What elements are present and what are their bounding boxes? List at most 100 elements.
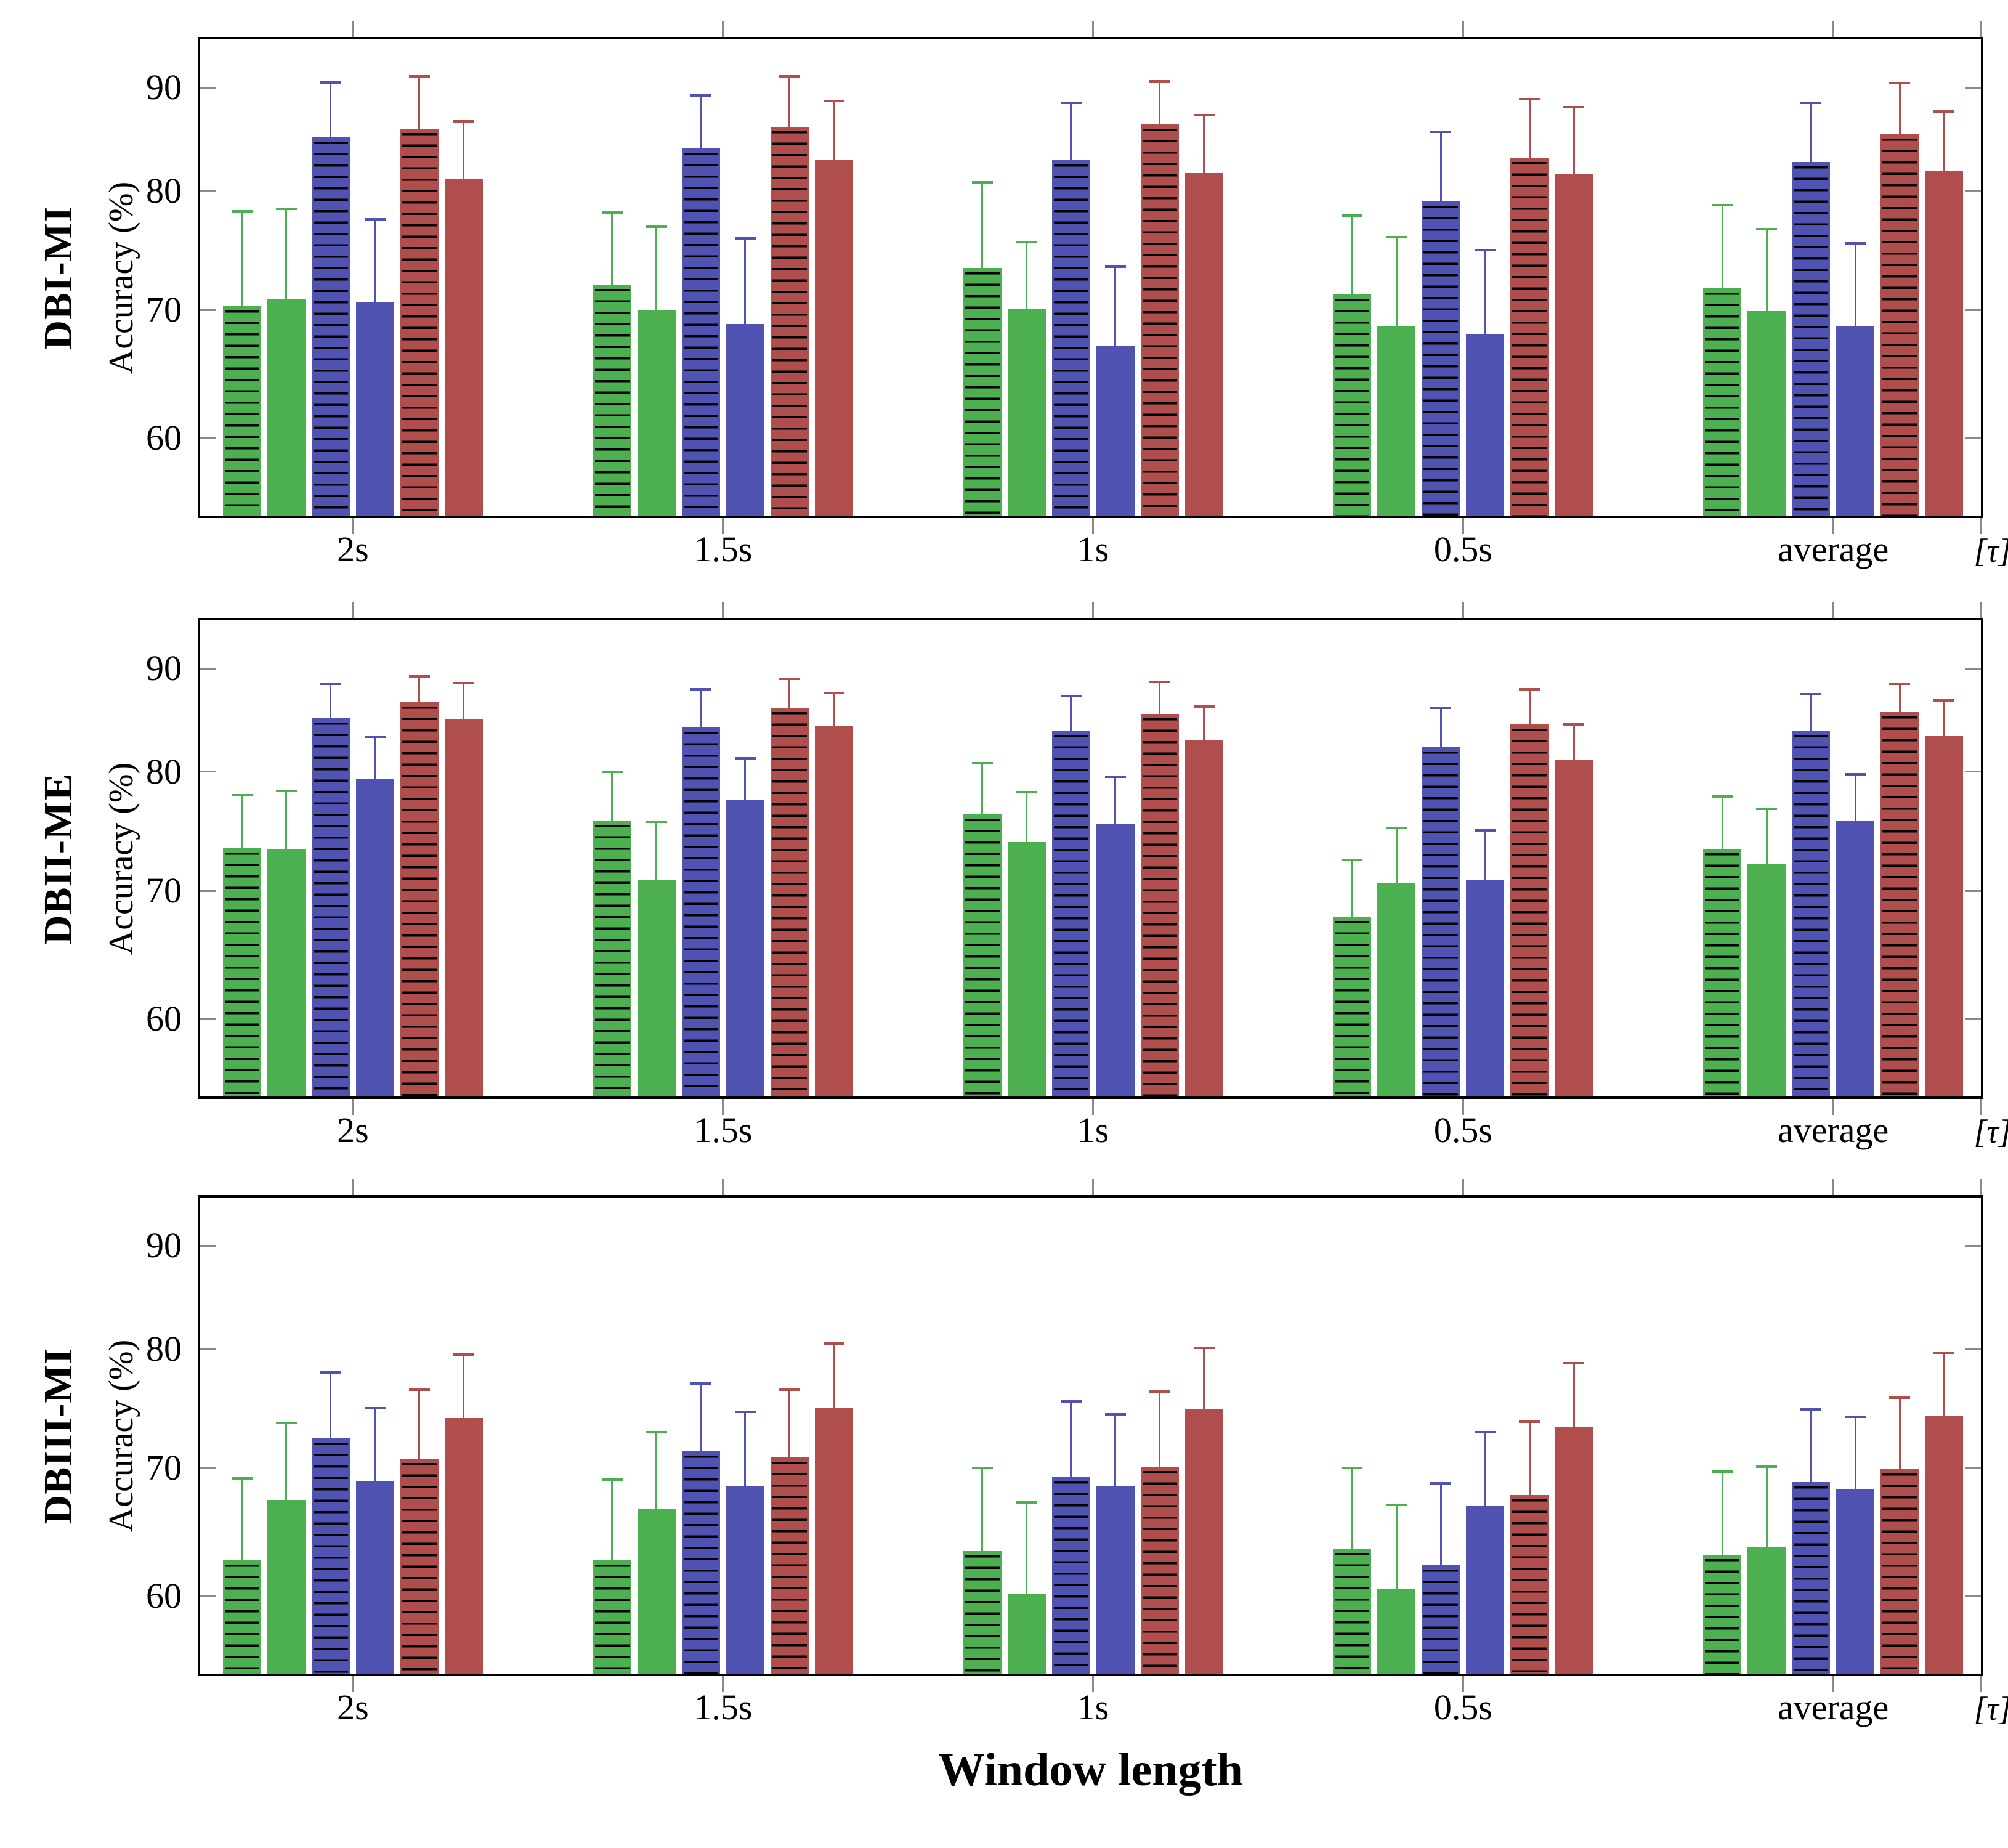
error-cap-blue-solid — [1104, 775, 1126, 778]
y-tick-right — [1965, 1244, 1981, 1247]
row-label: DBI-MI — [36, 205, 81, 350]
error-whisker-blue-hatched — [1439, 132, 1442, 202]
y-tick-left — [200, 309, 216, 311]
y-tick-right — [1965, 437, 1981, 439]
bar-blue-solid — [726, 1486, 764, 1674]
error-cap-red-hatched — [779, 677, 800, 680]
x-tick-top — [1092, 602, 1094, 618]
bar-green-hatched — [593, 1560, 631, 1674]
bar-blue-hatched — [682, 727, 720, 1096]
error-whisker-red-solid — [833, 1343, 835, 1409]
error-cap-green-solid — [275, 789, 297, 792]
error-cap-green-solid — [275, 1421, 297, 1424]
bar-red-solid — [1555, 1427, 1593, 1674]
bar-green-solid — [1747, 863, 1786, 1096]
x-tick-top — [722, 1179, 724, 1195]
bar-red-solid — [444, 719, 483, 1096]
bar-green-hatched — [1333, 917, 1371, 1096]
x-tick-bottom — [1462, 518, 1464, 534]
x-tick-label-2s: 2s — [337, 1687, 369, 1727]
x-tick-top — [1462, 1179, 1464, 1195]
error-whisker-green-hatched — [611, 771, 613, 821]
error-whisker-green-hatched — [1721, 205, 1723, 289]
error-whisker-green-hatched — [981, 763, 983, 815]
error-whisker-green-hatched — [241, 211, 243, 307]
row-label: DBII-ME — [36, 772, 81, 944]
error-whisker-red-solid — [1573, 724, 1575, 761]
error-cap-green-solid — [646, 820, 667, 823]
y-tick-left — [200, 1595, 216, 1597]
error-whisker-red-hatched — [788, 1389, 791, 1457]
bar-red-hatched — [1510, 1495, 1549, 1674]
error-whisker-blue-solid — [1484, 1432, 1486, 1507]
error-whisker-green-solid — [1395, 827, 1398, 883]
error-cap-green-solid — [1756, 227, 1778, 230]
error-cap-red-solid — [823, 99, 844, 102]
x-tick-label-2s: 2s — [337, 1110, 369, 1150]
error-whisker-green-hatched — [1351, 859, 1353, 917]
error-cap-blue-hatched — [320, 683, 341, 686]
x-tick-top — [1832, 602, 1834, 618]
error-whisker-blue-solid — [1484, 250, 1486, 334]
error-whisker-green-solid — [1765, 229, 1768, 312]
y-tick-label: 70 — [146, 1448, 182, 1488]
error-cap-green-hatched — [971, 181, 993, 184]
error-cap-blue-hatched — [690, 687, 711, 691]
error-cap-green-hatched — [1712, 795, 1733, 798]
x-tick-bottom — [1832, 1676, 1834, 1692]
bar-green-hatched — [593, 821, 631, 1096]
bar-blue-solid — [1096, 346, 1135, 516]
error-cap-green-hatched — [1342, 214, 1363, 217]
bar-blue-hatched — [682, 1451, 720, 1674]
row-label: DBIII-MI — [36, 1347, 81, 1524]
x-tick-bottom — [1462, 1676, 1464, 1692]
bar-red-solid — [1925, 1416, 1964, 1674]
bar-blue-hatched — [1792, 731, 1830, 1096]
error-whisker-red-hatched — [1528, 689, 1531, 724]
error-cap-blue-hatched — [1060, 695, 1082, 698]
error-whisker-green-hatched — [981, 182, 983, 269]
error-cap-green-hatched — [601, 211, 623, 214]
bar-green-solid — [1007, 309, 1046, 516]
error-whisker-blue-solid — [1854, 1416, 1856, 1490]
x-tick-top — [1462, 602, 1464, 618]
error-whisker-red-hatched — [788, 678, 791, 708]
error-whisker-red-solid — [1943, 700, 1945, 736]
x-tick-top — [722, 21, 724, 37]
bar-green-hatched — [963, 268, 1002, 516]
x-tick-top — [1980, 21, 1982, 37]
bar-green-solid — [1377, 326, 1416, 516]
bar-blue-solid — [1466, 334, 1505, 516]
error-cap-red-hatched — [1519, 97, 1540, 100]
bar-red-hatched — [771, 127, 809, 516]
bar-blue-hatched — [1052, 1477, 1090, 1674]
error-whisker-green-hatched — [611, 212, 613, 285]
y-tick-label: 80 — [146, 751, 182, 792]
error-whisker-blue-hatched — [700, 689, 702, 727]
bar-blue-solid — [1466, 1506, 1505, 1674]
bar-red-hatched — [1510, 724, 1549, 1096]
y-tick-label: 90 — [146, 1225, 182, 1266]
error-cap-green-solid — [1386, 236, 1407, 239]
error-whisker-green-solid — [655, 226, 658, 310]
error-whisker-green-solid — [1765, 808, 1768, 864]
x-tick-bottom — [1832, 518, 1834, 534]
bar-green-solid — [1007, 841, 1046, 1096]
error-cap-red-solid — [1933, 110, 1955, 113]
y-tick-right — [1965, 1595, 1981, 1597]
bar-green-solid — [267, 849, 306, 1096]
y-tick-left — [200, 890, 216, 892]
y-tick-right — [1965, 1018, 1981, 1020]
bar-blue-solid — [1466, 880, 1505, 1096]
y-tick-label: 90 — [146, 67, 182, 108]
error-whisker-blue-hatched — [330, 684, 332, 718]
error-whisker-blue-solid — [374, 219, 376, 302]
bar-blue-solid — [726, 800, 764, 1096]
error-cap-red-solid — [1193, 1347, 1215, 1350]
y-tick-right — [1965, 771, 1981, 773]
error-cap-green-solid — [1756, 807, 1778, 810]
error-cap-green-solid — [1386, 826, 1407, 829]
bar-green-hatched — [223, 306, 261, 516]
error-cap-green-solid — [275, 207, 297, 210]
error-cap-blue-solid — [1845, 1415, 1866, 1418]
